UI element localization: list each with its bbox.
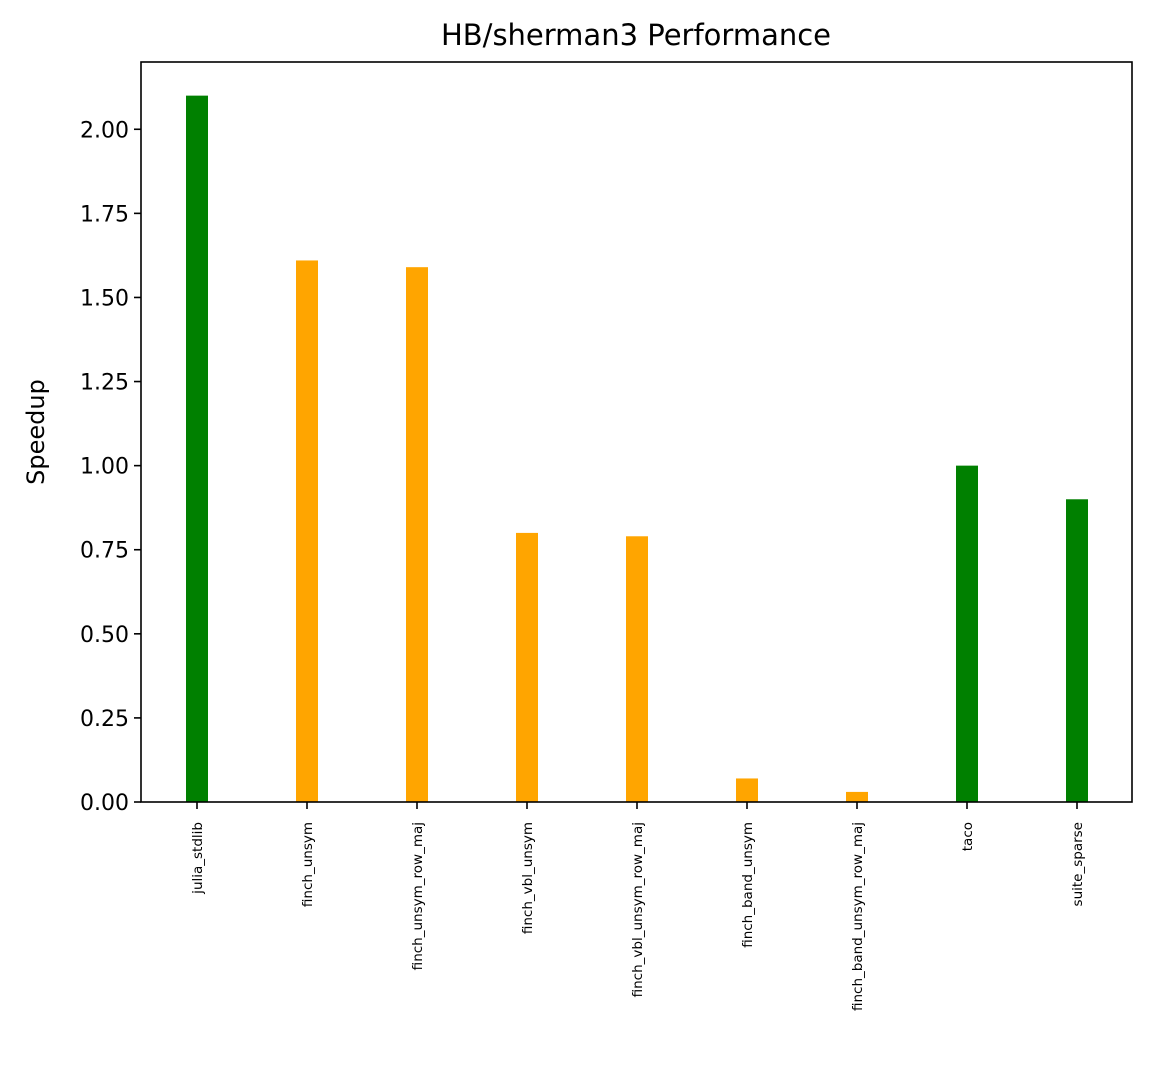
- x-tick-label: finch_vbl_unsym_row_maj: [630, 822, 646, 997]
- y-tick-label: 0.00: [80, 791, 129, 816]
- bar-finch-unsym-row-maj: [406, 267, 428, 802]
- x-tick-label: finch_vbl_unsym: [520, 822, 536, 934]
- bar-finch-band-unsym-row-maj: [846, 791, 868, 802]
- bars: [186, 95, 1088, 803]
- bar-finch-vbl-unsym: [516, 532, 538, 802]
- y-tick-label: 1.25: [80, 371, 129, 396]
- y-tick-label: 2.00: [80, 118, 129, 143]
- x-tick-label: finch_band_unsym_row_maj: [850, 822, 866, 1011]
- y-tick-label: 0.50: [80, 623, 129, 648]
- x-tick-label: julia_stdlib: [190, 822, 206, 895]
- x-tick-label: taco: [960, 822, 976, 851]
- bar-taco: [956, 465, 978, 802]
- x-tick-label: finch_band_unsym: [740, 822, 756, 948]
- y-tick-label: 0.75: [80, 539, 129, 564]
- y-axis-ticks: 0.00 0.25 0.50 0.75 1.00 1.25 1.50 1.75 2.00: [80, 118, 141, 816]
- y-tick-label: 1.75: [80, 202, 129, 227]
- y-tick-label: 1.00: [80, 455, 129, 480]
- x-axis-ticks: julia_stdlib finch_unsym finch_unsym_row_m…: [190, 802, 1086, 1011]
- x-tick-label: suite_sparse: [1070, 822, 1086, 906]
- bar-finch-vbl-unsym-row-maj: [626, 536, 648, 802]
- x-tick-label: finch_unsym: [300, 822, 316, 907]
- y-tick-label: 0.25: [80, 707, 129, 732]
- bar-finch-unsym: [296, 260, 318, 802]
- y-tick-label: 1.50: [80, 286, 129, 311]
- chart-title: HB/sherman3 Performance: [441, 18, 831, 52]
- y-axis-label: Speedup: [22, 379, 50, 485]
- bar-suite-sparse: [1066, 499, 1088, 802]
- bar-finch-band-unsym: [736, 778, 758, 802]
- bar-julia-stdlib: [186, 95, 208, 803]
- x-tick-label: finch_unsym_row_maj: [410, 822, 426, 970]
- plot-area-frame: [140, 61, 1133, 803]
